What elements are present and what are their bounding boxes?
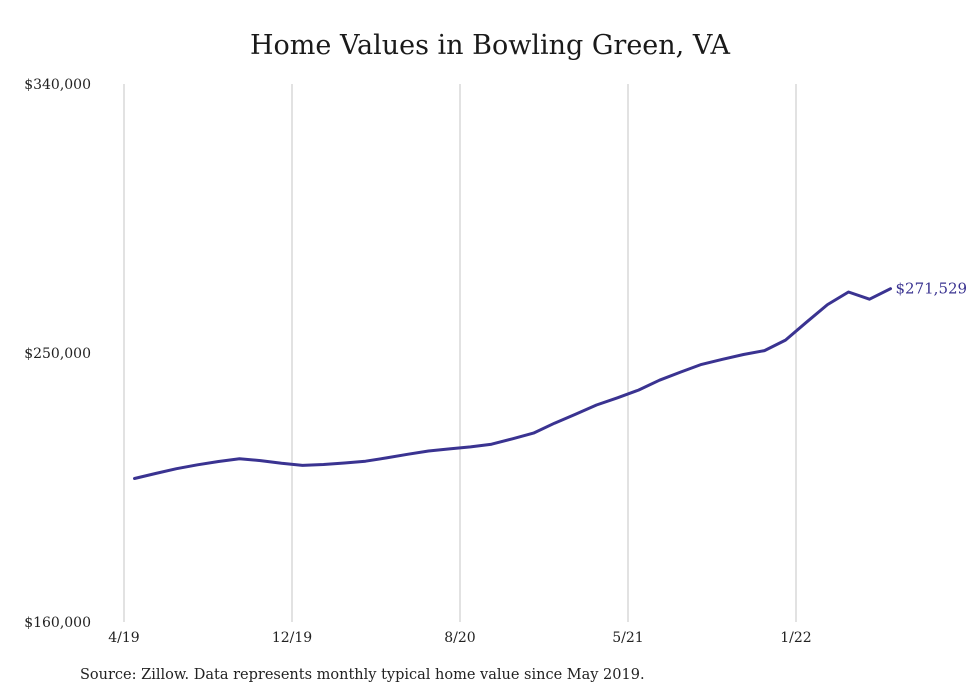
y-tick-label-2: $340,000 <box>24 77 91 93</box>
series-line-0 <box>133 287 892 480</box>
x-tick-label-2: 8/20 <box>444 630 475 646</box>
x-tick-label-4: 1/22 <box>780 630 811 646</box>
y-tick-label-0: $160,000 <box>24 615 91 631</box>
y-axis-ticks: $160,000 $250,000 $340,000 <box>24 77 91 631</box>
source-note: Source: Zillow. Data represents monthly … <box>80 667 645 683</box>
x-tick-label-1: 12/19 <box>272 630 312 646</box>
y-tick-label-1: $250,000 <box>24 346 91 362</box>
x-tick-label-0: 4/19 <box>108 630 139 646</box>
series-layer <box>133 287 892 480</box>
grid-lines <box>123 84 797 622</box>
x-tick-label-3: 5/21 <box>612 630 643 646</box>
x-axis-ticks: 4/19 12/19 8/20 5/21 1/22 <box>108 630 811 646</box>
chart-title: Home Values in Bowling Green, VA <box>249 30 730 61</box>
end-value-label: $271,529 <box>896 280 968 298</box>
